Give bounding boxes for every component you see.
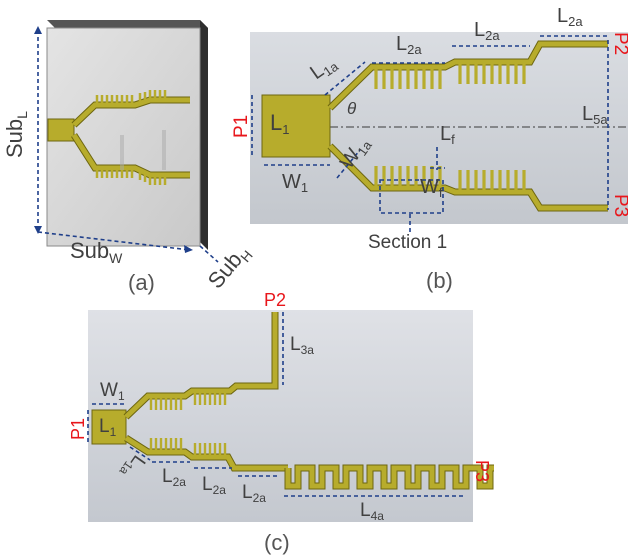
label-l2a-c3: L2a [242,482,266,505]
label-lf: Lf [440,123,455,147]
panel-c-stubs [149,391,227,457]
label-l1-b: L1 [270,110,289,137]
label-l1-c: L1 [99,416,117,439]
label-sub-w: SubW [70,238,123,266]
panel-b-dimensions [251,35,609,232]
dim-sub-w [37,231,191,251]
label-l4a: L4a [360,500,384,523]
caption-a: (a) [128,270,155,295]
panel-c-input-patch [91,409,127,445]
port-b-p3: P3 [610,194,628,217]
panel-b: L1a L2a L2a L2a L1 W1 θ W1a Lf Wf L5a Se… [231,5,628,293]
label-l2a-c1: L2a [162,466,186,489]
port-c-p1: P1 [68,418,88,440]
panel-a: SubL SubW SubH (a) [2,20,256,295]
caption-b: (b) [426,268,453,293]
caption-c: (c) [264,530,290,555]
label-section-1: Section 1 [368,232,447,253]
port-b-p1: P1 [231,115,252,138]
label-l2a-1: L2a [396,33,422,57]
substrate-right-face [200,20,208,250]
substrate-top-face [47,20,208,28]
port-b-p2: P2 [610,32,628,55]
port-c-p2: P2 [264,290,286,310]
label-l3a: L3a [290,334,314,357]
panel-c-dimensions [87,312,466,497]
panel-c: W1 L1 L3a L1a L2a L2a L2a L4a P1 P2 P3 (… [68,290,494,555]
label-l2a-c2: L2a [202,474,226,497]
label-l5a: L5a [582,103,608,127]
port-c-p3: P3 [472,460,492,482]
panel-c-meander [284,464,494,490]
label-sub-h: SubH [203,239,256,295]
divider-3d-traces [47,90,190,185]
label-w1-c: W1 [100,380,125,403]
label-theta: θ [347,99,357,118]
label-sub-l: SubL [2,111,30,158]
dim-sub-h [199,245,219,263]
label-l2a-2: L2a [474,19,500,43]
panel-b-input-patch [261,94,331,158]
panel-b-stubs [374,62,526,192]
label-l2a-3: L2a [557,5,583,29]
label-w1-b: W1 [282,171,308,195]
panel-c-substrate [88,310,473,522]
label-wf: Wf [420,176,443,200]
